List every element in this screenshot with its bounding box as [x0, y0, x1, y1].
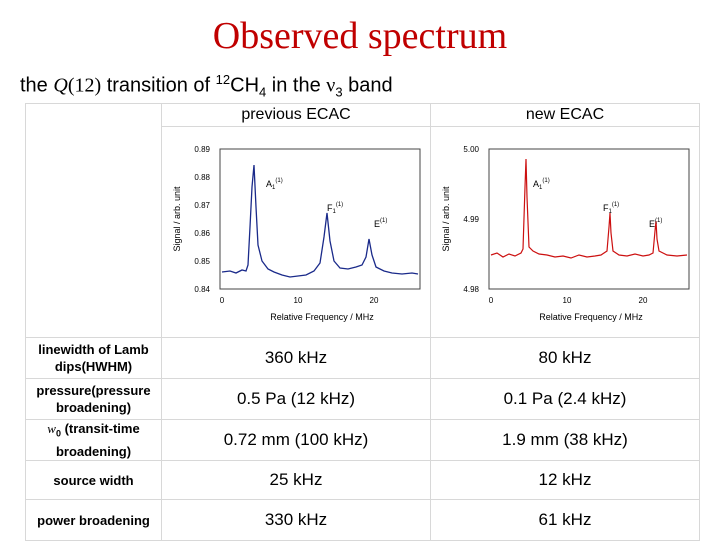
plot-frame — [219, 148, 421, 290]
col-header-previous: previous ECAC — [161, 103, 431, 127]
y-tick: 0.88 — [194, 173, 210, 182]
slide-subtitle: the Q(12) transition of 12CH4 in the ν3 … — [20, 72, 393, 100]
y-tick: 5.00 — [463, 145, 479, 154]
x-tick: 0 — [489, 296, 494, 305]
value-previous-pressure: 0.5 Pa (12 kHz) — [161, 378, 431, 420]
svg-text:F1(1): F1(1) — [603, 202, 619, 215]
x-ticks: 0 10 20 — [489, 296, 648, 305]
x-tick: 0 — [220, 296, 225, 305]
slide-title: Observed spectrum — [212, 15, 508, 57]
value-new-power-broadening: 61 kHz — [430, 499, 700, 541]
svg-text:F1(1): F1(1) — [327, 202, 343, 215]
row-label-pressure: pressure(pressure broadening) — [25, 378, 162, 420]
spectrum-plot-new: Signal / arb. unit 5.00 4.99 4.98 0 10 2… — [441, 145, 690, 322]
plot-frame — [488, 148, 690, 290]
x-tick: 10 — [563, 296, 572, 305]
peak-label-f1: F1(1) — [327, 202, 343, 215]
y-tick: 4.98 — [463, 285, 479, 294]
x-ticks: 0 10 20 — [220, 296, 379, 305]
x-tick: 20 — [370, 296, 379, 305]
peak-label-e: E(1) — [649, 218, 662, 229]
row-label-power-broadening: power broadening — [25, 499, 162, 541]
plot-previous-cell: Signal / arb. unit 0.89 0.88 0.87 0.86 0… — [161, 126, 431, 338]
svg-text:E(1): E(1) — [374, 218, 387, 229]
peak-label-a1: A1(1) — [533, 178, 550, 191]
peak-label-a1: A1(1) — [266, 178, 283, 191]
y-tick: 0.89 — [194, 145, 210, 154]
y-tick: 0.85 — [194, 257, 210, 266]
spectrum-trace — [221, 164, 419, 278]
peak-label-e: E(1) — [374, 218, 387, 229]
svg-text:A1(1): A1(1) — [533, 178, 550, 191]
comparison-table: previous ECAC new ECAC Signal / arb. uni… — [25, 103, 700, 541]
y-ticks: 5.00 4.99 4.98 — [463, 145, 479, 294]
value-new-beam-waist: 1.9 mm (38 kHz) — [430, 419, 700, 461]
value-new-pressure: 0.1 Pa (2.4 kHz) — [430, 378, 700, 420]
value-new-source-width: 12 kHz — [430, 460, 700, 500]
y-axis-label: Signal / arb. unit — [441, 186, 451, 252]
x-tick: 20 — [639, 296, 648, 305]
y-tick: 0.87 — [194, 201, 210, 210]
x-tick: 10 — [294, 296, 303, 305]
y-ticks: 0.89 0.88 0.87 0.86 0.85 0.84 — [194, 145, 210, 294]
y-tick: 0.84 — [194, 285, 210, 294]
svg-text:E(1): E(1) — [649, 218, 662, 229]
col-header-new: new ECAC — [430, 103, 700, 127]
plot-new-cell: Signal / arb. unit 5.00 4.99 4.98 0 10 2… — [430, 126, 700, 338]
value-previous-power-broadening: 330 kHz — [161, 499, 431, 541]
y-tick: 4.99 — [463, 215, 479, 224]
x-axis-label: Relative Frequency / MHz — [270, 312, 374, 322]
spectrum-trace — [490, 158, 688, 259]
spectrum-plot-previous: Signal / arb. unit 0.89 0.88 0.87 0.86 0… — [172, 145, 421, 322]
empty-corner — [25, 103, 162, 338]
row-label-beam-waist: w0 (transit-time broadening) — [25, 419, 162, 461]
peak-label-f1: F1(1) — [603, 202, 619, 215]
value-previous-linewidth: 360 kHz — [161, 337, 431, 379]
value-new-linewidth: 80 kHz — [430, 337, 700, 379]
x-axis-label: Relative Frequency / MHz — [539, 312, 643, 322]
y-tick: 0.86 — [194, 229, 210, 238]
svg-text:A1(1): A1(1) — [266, 178, 283, 191]
value-previous-beam-waist: 0.72 mm (100 kHz) — [161, 419, 431, 461]
row-label-linewidth: linewidth of Lamb dips(HWHM) — [25, 337, 162, 379]
y-axis-label: Signal / arb. unit — [172, 186, 182, 252]
value-previous-source-width: 25 kHz — [161, 460, 431, 500]
row-label-source-width: source width — [25, 460, 162, 500]
